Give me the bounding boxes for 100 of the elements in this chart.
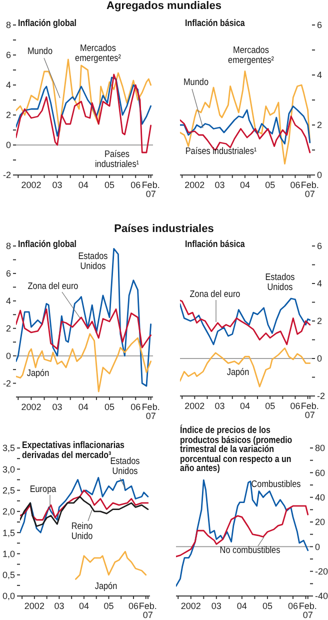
y-tick-label: 3,5 (2, 443, 15, 454)
line-series (16, 248, 152, 387)
line-series (16, 308, 152, 350)
y-tick-label: 0 (6, 351, 11, 362)
series-label: Reino Unido (71, 521, 93, 542)
y-tick-label: 8 (6, 241, 11, 252)
line-series (176, 479, 309, 587)
x-tick-label: 05 (104, 180, 115, 190)
chart-title: Índice de precios de los productos básicos (promedio trimestral de la variación porcentual con respecto a un año antes) (180, 425, 292, 474)
x-tick-label: 05 (104, 601, 114, 611)
x-tick-label: Feb. 07 (142, 180, 160, 199)
y-tick-label: -40 (315, 591, 328, 602)
y-tick-label: 2 (317, 120, 322, 130)
line-series (180, 116, 311, 154)
y-tick-label: 1,0 (2, 548, 15, 559)
x-tick-label: 06 (128, 601, 138, 611)
x-tick-label: 04 (236, 601, 247, 611)
x-tick-label: 04 (78, 601, 89, 611)
series-label: Zona del euro (190, 289, 240, 300)
y-tick-label: 1,5 (2, 528, 15, 538)
x-tick-label: 03 (211, 601, 222, 611)
series-label: No combustibles (220, 545, 280, 556)
x-tick-label: 06 (290, 180, 300, 190)
x-tick-label: Feb. 07 (142, 402, 160, 421)
series-label: Estados Unidos (78, 251, 108, 272)
series-label: Japón (94, 581, 118, 592)
series-label: Japón (226, 367, 250, 378)
text: Zona del euro (28, 281, 78, 292)
x-tick-label: 06 (290, 401, 300, 411)
y-tick-label: 2,0 (2, 506, 15, 517)
series-label: Estados Unidos (265, 272, 295, 293)
chart-title: Inflación básica (185, 239, 245, 250)
series-label: Estados Unidos (110, 456, 140, 477)
series-label: Mercados emergentes² (75, 43, 121, 64)
x-tick-label: 05 (262, 601, 272, 611)
x-tick-label: 2002 (21, 180, 42, 190)
y-tick-label: 0 (317, 170, 322, 180)
x-tick-label: 03 (54, 601, 64, 611)
x-tick-label: 03 (52, 180, 62, 190)
y-tick-label: 6 (6, 50, 11, 60)
y-tick-label: 6 (317, 20, 322, 30)
y-tick-label: 0,5 (2, 570, 15, 580)
x-tick-label: 03 (52, 402, 62, 412)
line-series (20, 476, 149, 534)
text: Mundo (28, 46, 52, 57)
series-label: Japón (26, 368, 50, 379)
chart-title: Inflación global (18, 239, 77, 250)
y-tick-label: 0 (315, 542, 320, 552)
text: Mundo (184, 77, 208, 88)
x-tick-label: 2002 (180, 601, 201, 611)
x-tick-label: Feb. 07 (300, 180, 319, 199)
x-tick-label: Feb. 07 (300, 401, 319, 420)
series-label: Países industriales¹ (94, 149, 140, 170)
y-tick-label: 2 (6, 110, 11, 120)
line-series (180, 70, 311, 164)
text: Países industriales (114, 223, 214, 235)
x-tick-label: 2002 (21, 402, 42, 412)
x-tick-label: 06 (130, 180, 141, 190)
x-tick-label: 06 (130, 402, 141, 412)
series-label: Europa (30, 484, 56, 495)
series-label: Países industriales¹ (185, 146, 257, 157)
y-tick-label: 0,0 (2, 591, 15, 602)
y-tick-label: 2,5 (2, 485, 15, 496)
y-tick-label: 80 (315, 443, 326, 454)
y-tick-label: 8 (6, 20, 11, 30)
y-tick-label: 4 (317, 278, 322, 289)
x-tick-label: 2002 (184, 401, 205, 411)
y-tick-label: 4 (6, 296, 11, 306)
line-series (176, 505, 309, 558)
y-tick-label: -20 (315, 566, 328, 577)
x-tick-label: 05 (104, 402, 115, 412)
y-tick-label: 4 (6, 80, 11, 90)
y-tick-label: -2 (2, 170, 11, 180)
y-tick-label: 6 (317, 241, 322, 252)
series-label: Mercados emergentes² (228, 45, 274, 66)
series-label: Combustibles (251, 479, 301, 490)
x-tick-label: 04 (78, 180, 88, 190)
line-series (16, 333, 152, 392)
x-tick-label: Feb. 07 (298, 601, 317, 620)
x-tick-label: 2002 (24, 601, 44, 611)
chart-title: Inflación global (18, 18, 77, 29)
x-tick-label: 05 (265, 180, 276, 190)
x-tick-label: 05 (265, 401, 276, 411)
y-tick-label: 2 (6, 324, 11, 334)
y-tick-label: 40 (315, 492, 326, 503)
y-tick-label: 60 (315, 468, 326, 478)
x-tick-label: 06 (288, 601, 298, 611)
y-tick-label: 0 (6, 140, 11, 150)
line-series (180, 106, 311, 144)
x-tick-label: 04 (240, 180, 250, 190)
x-tick-label: 04 (78, 402, 88, 412)
y-tick-label: 0 (317, 354, 322, 364)
x-tick-label: 2002 (184, 180, 205, 190)
y-tick-label: 20 (315, 517, 326, 528)
y-tick-label: 2 (317, 316, 322, 326)
x-tick-label: Feb. 07 (138, 601, 157, 620)
x-tick-label: 03 (214, 180, 225, 190)
line-series (16, 76, 152, 137)
y-tick-label: 6 (6, 268, 11, 279)
line-series (180, 347, 311, 388)
